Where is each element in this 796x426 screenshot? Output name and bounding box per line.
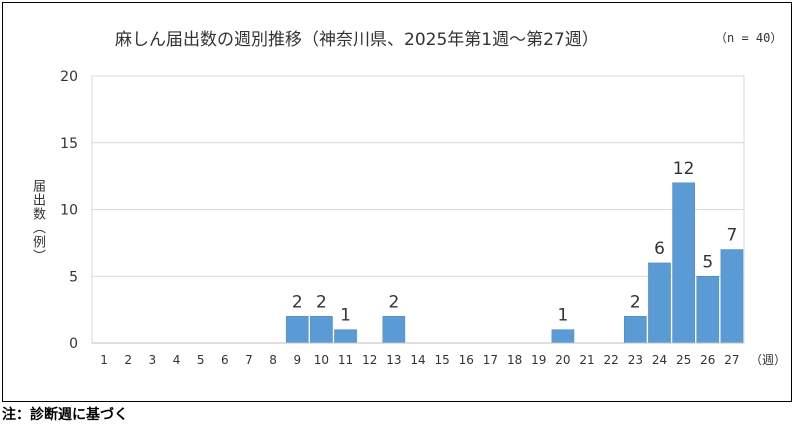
- x-tick-label: 24: [652, 353, 667, 367]
- x-tick-label: 13: [386, 353, 401, 367]
- x-tick-label: 21: [579, 353, 594, 367]
- bar: [310, 316, 333, 344]
- x-tick-label: 23: [628, 353, 643, 367]
- y-tick-label: 5: [69, 269, 78, 285]
- bar: [720, 249, 744, 344]
- x-tick-label: 4: [173, 353, 181, 367]
- data-label: 2: [316, 292, 327, 312]
- sample-size-note: （n = 40）: [715, 31, 783, 45]
- x-axis-label: （週）: [750, 353, 786, 367]
- y-tick-label: 0: [69, 336, 78, 352]
- bar: [285, 316, 309, 344]
- chart-frame: 0 5 10 15 20 1 2 3 4 5 6 7 8 2 9 2 10 1 11 12 2 13 14 15 16 17 18 1…: [2, 2, 792, 402]
- x-tick-label: 11: [338, 353, 353, 367]
- x-tick-label: 5: [197, 353, 205, 367]
- x-tick-label: 14: [410, 353, 425, 367]
- y-tick-label: 15: [60, 136, 78, 152]
- x-tick-label: 6: [221, 353, 229, 367]
- y-tick-label: 20: [60, 69, 78, 85]
- x-tick-label: 15: [435, 353, 450, 367]
- x-tick-label: 2: [124, 353, 132, 367]
- data-label: 2: [292, 292, 303, 312]
- y-tick-label: 10: [60, 203, 78, 219]
- bar: [696, 276, 720, 344]
- x-tick-label: 25: [676, 353, 691, 367]
- data-label: 5: [702, 252, 713, 272]
- data-label: 7: [727, 226, 738, 246]
- x-tick-label: 8: [269, 353, 277, 367]
- x-tick-label: 22: [604, 353, 619, 367]
- x-tick-label: 10: [314, 353, 329, 367]
- x-tick-label: 19: [531, 353, 546, 367]
- x-tick-label: 9: [293, 353, 301, 367]
- bar: [648, 262, 671, 344]
- data-label: 1: [340, 306, 351, 326]
- x-tick-label: 27: [724, 353, 739, 367]
- x-tick-label: 3: [149, 353, 157, 367]
- x-tick-label: 26: [700, 353, 715, 367]
- x-tick-label: 16: [459, 353, 474, 367]
- data-label: 2: [388, 292, 399, 312]
- footnote: 注：診断週に基づく: [2, 407, 128, 423]
- bar: [624, 316, 647, 344]
- data-label: 1: [557, 306, 568, 326]
- bar: [382, 316, 406, 344]
- bar: [334, 329, 357, 344]
- x-tick-label: 12: [362, 353, 377, 367]
- y-axis-label: 届出数（例）: [30, 179, 45, 263]
- x-tick-label: 17: [483, 353, 498, 367]
- data-label: 6: [654, 239, 665, 259]
- x-tick-label: 7: [245, 353, 253, 367]
- x-tick-label: 1: [100, 353, 108, 367]
- x-tick-label: 20: [555, 353, 570, 367]
- data-label: 2: [630, 292, 641, 312]
- chart-title: 麻しん届出数の週別推移（神奈川県、2025年第1週～第27週）: [115, 30, 599, 50]
- bar: [672, 182, 695, 344]
- x-tick-label: 18: [507, 353, 522, 367]
- data-label: 12: [673, 159, 695, 179]
- bar: [551, 329, 575, 344]
